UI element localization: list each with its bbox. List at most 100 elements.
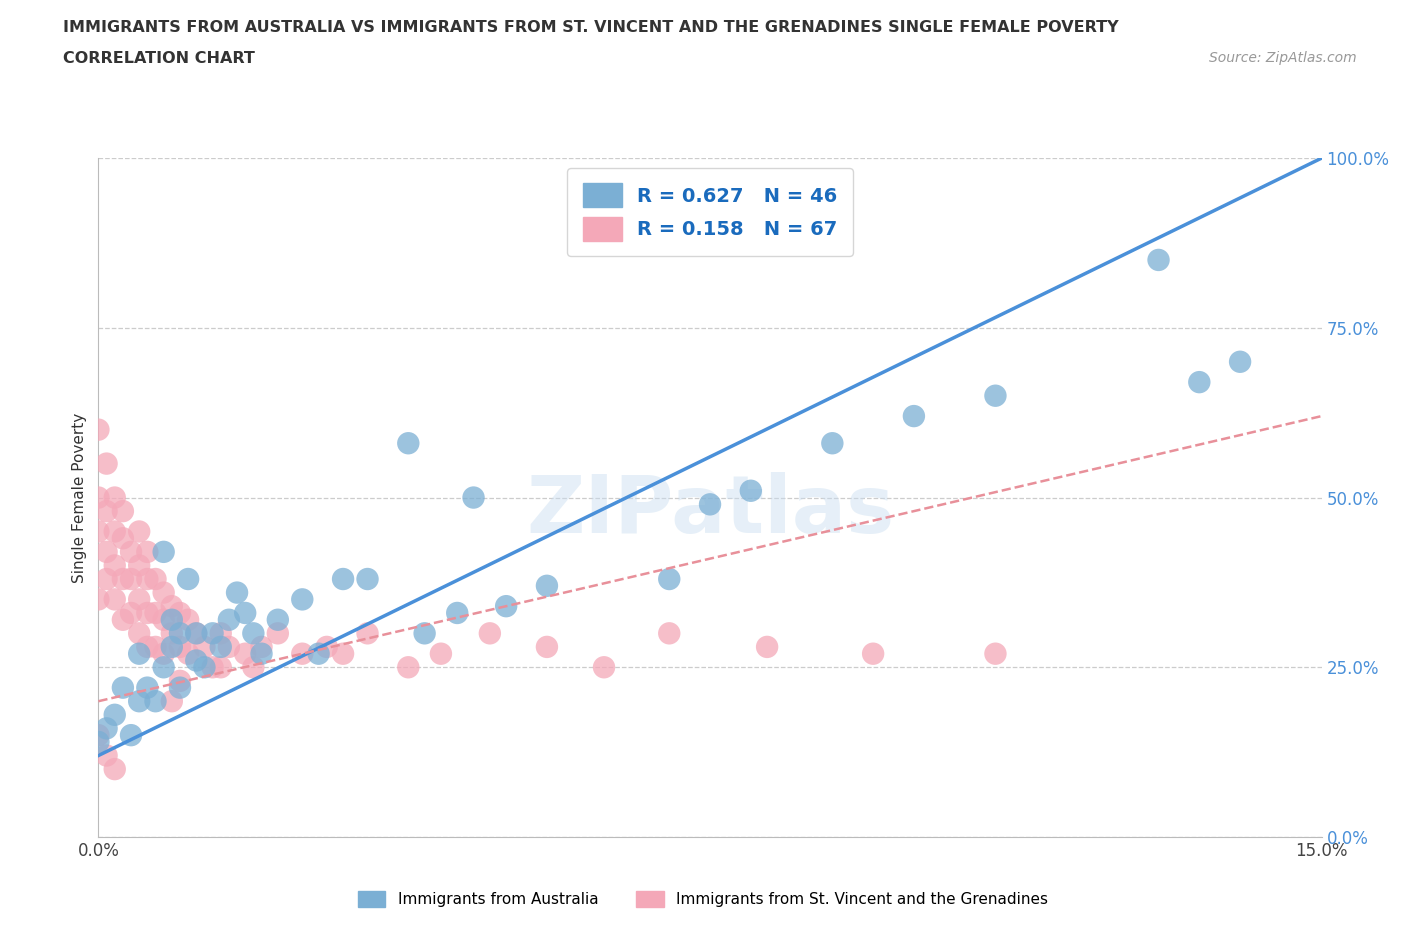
Point bbox=[233, 605, 256, 620]
Point bbox=[430, 646, 453, 661]
Point bbox=[250, 640, 273, 655]
Point bbox=[120, 727, 142, 742]
Point bbox=[169, 626, 191, 641]
Point bbox=[1188, 375, 1211, 390]
Text: Source: ZipAtlas.com: Source: ZipAtlas.com bbox=[1209, 51, 1357, 65]
Point bbox=[111, 572, 134, 587]
Point bbox=[145, 694, 167, 709]
Point bbox=[152, 646, 174, 661]
Point bbox=[396, 660, 419, 675]
Point bbox=[536, 640, 558, 655]
Point bbox=[186, 626, 208, 641]
Point bbox=[160, 694, 183, 709]
Point bbox=[96, 544, 118, 559]
Point bbox=[128, 525, 150, 539]
Point bbox=[87, 490, 110, 505]
Point bbox=[120, 544, 142, 559]
Point bbox=[821, 436, 844, 451]
Point bbox=[128, 592, 150, 607]
Point bbox=[136, 544, 159, 559]
Point bbox=[862, 646, 884, 661]
Point bbox=[356, 626, 378, 641]
Point bbox=[87, 727, 110, 742]
Point bbox=[136, 572, 159, 587]
Point bbox=[446, 605, 468, 620]
Point bbox=[984, 389, 1007, 404]
Point bbox=[250, 646, 273, 661]
Point bbox=[120, 572, 142, 587]
Point bbox=[152, 544, 174, 559]
Point bbox=[356, 572, 378, 587]
Text: IMMIGRANTS FROM AUSTRALIA VS IMMIGRANTS FROM ST. VINCENT AND THE GRENADINES SING: IMMIGRANTS FROM AUSTRALIA VS IMMIGRANTS … bbox=[63, 20, 1119, 35]
Point bbox=[104, 592, 127, 607]
Point bbox=[87, 422, 110, 437]
Point bbox=[136, 640, 159, 655]
Point bbox=[104, 762, 127, 777]
Point bbox=[218, 640, 240, 655]
Point bbox=[160, 640, 183, 655]
Point bbox=[169, 673, 191, 688]
Point bbox=[120, 605, 142, 620]
Point bbox=[145, 640, 167, 655]
Point bbox=[903, 408, 925, 423]
Point bbox=[291, 592, 314, 607]
Point bbox=[332, 572, 354, 587]
Point bbox=[111, 504, 134, 519]
Point bbox=[111, 680, 134, 695]
Point bbox=[104, 490, 127, 505]
Point bbox=[209, 640, 232, 655]
Point bbox=[740, 484, 762, 498]
Point bbox=[111, 612, 134, 627]
Point bbox=[756, 640, 779, 655]
Point bbox=[128, 626, 150, 641]
Point bbox=[315, 640, 337, 655]
Point bbox=[201, 660, 224, 675]
Point bbox=[96, 572, 118, 587]
Point bbox=[209, 660, 232, 675]
Point bbox=[267, 612, 290, 627]
Point bbox=[242, 660, 264, 675]
Point bbox=[536, 578, 558, 593]
Y-axis label: Single Female Poverty: Single Female Poverty bbox=[72, 412, 87, 583]
Point bbox=[495, 599, 517, 614]
Point bbox=[1147, 253, 1170, 268]
Point bbox=[984, 646, 1007, 661]
Point bbox=[593, 660, 616, 675]
Point bbox=[193, 640, 215, 655]
Point bbox=[96, 721, 118, 736]
Point bbox=[169, 680, 191, 695]
Point bbox=[267, 626, 290, 641]
Point bbox=[145, 605, 167, 620]
Point bbox=[111, 531, 134, 546]
Point bbox=[128, 694, 150, 709]
Point bbox=[1229, 354, 1251, 369]
Point bbox=[128, 558, 150, 573]
Point bbox=[136, 680, 159, 695]
Point bbox=[96, 457, 118, 472]
Point bbox=[242, 626, 264, 641]
Point bbox=[193, 660, 215, 675]
Point bbox=[291, 646, 314, 661]
Point bbox=[177, 646, 200, 661]
Point bbox=[186, 626, 208, 641]
Point bbox=[160, 599, 183, 614]
Point bbox=[233, 646, 256, 661]
Point bbox=[201, 626, 224, 641]
Point bbox=[136, 605, 159, 620]
Point bbox=[96, 504, 118, 519]
Point bbox=[104, 525, 127, 539]
Legend: R = 0.627   N = 46, R = 0.158   N = 67: R = 0.627 N = 46, R = 0.158 N = 67 bbox=[567, 167, 853, 256]
Point bbox=[177, 572, 200, 587]
Point bbox=[152, 660, 174, 675]
Point bbox=[87, 525, 110, 539]
Point bbox=[169, 605, 191, 620]
Point bbox=[160, 626, 183, 641]
Point bbox=[463, 490, 485, 505]
Text: CORRELATION CHART: CORRELATION CHART bbox=[63, 51, 254, 66]
Point bbox=[104, 558, 127, 573]
Point bbox=[186, 653, 208, 668]
Point bbox=[658, 626, 681, 641]
Point bbox=[96, 748, 118, 763]
Point bbox=[152, 612, 174, 627]
Point bbox=[308, 646, 330, 661]
